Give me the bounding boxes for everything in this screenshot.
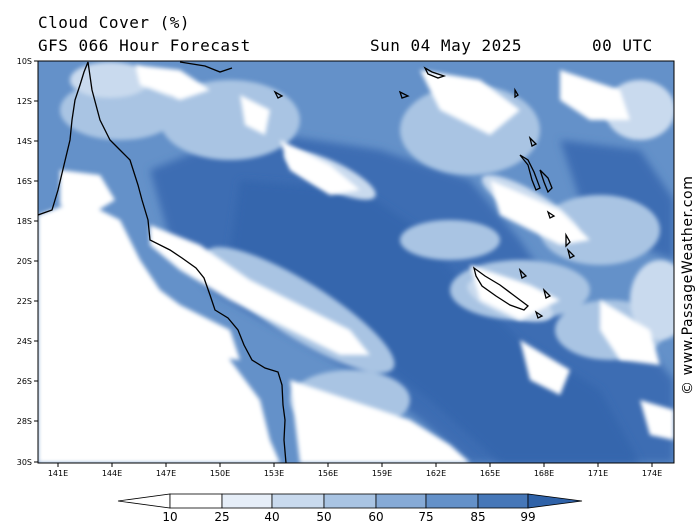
lat-label: 20S xyxy=(17,257,32,266)
tick-marks xyxy=(34,60,653,467)
lon-label: 147E xyxy=(156,469,176,478)
lat-label: 24S xyxy=(17,337,32,346)
colorbar-segment xyxy=(323,493,377,509)
colorbar-segment xyxy=(477,493,529,509)
forecast-time: 00 UTC xyxy=(592,36,653,55)
lat-label: 18S xyxy=(17,217,32,226)
lon-label: 168E xyxy=(534,469,554,478)
lat-label: 16S xyxy=(17,177,32,186)
lat-label: 14S xyxy=(17,137,32,146)
colorbar-tick: 50 xyxy=(316,510,331,524)
lon-label: 171E xyxy=(588,469,608,478)
colorbar-segment xyxy=(169,493,223,509)
colorbar-tick: 75 xyxy=(418,510,433,524)
colorbar-segment xyxy=(271,493,325,509)
copyright-watermark: © www.PassageWeather.com xyxy=(680,175,696,395)
colorbar-segment xyxy=(221,493,273,509)
coastline xyxy=(38,61,576,463)
lat-label: 26S xyxy=(17,377,32,386)
colorbar-left-arrow xyxy=(117,493,171,509)
colorbar-tick: 25 xyxy=(214,510,229,524)
forecast-label: GFS 066 Hour Forecast xyxy=(38,36,251,55)
lon-label: 153E xyxy=(264,469,284,478)
colorbar-tick: 60 xyxy=(368,510,383,524)
colorbar-segment xyxy=(425,493,479,509)
longitude-axis: 141E 144E 147E 150E 153E 156E 159E 162E … xyxy=(48,469,662,478)
lat-label: 28S xyxy=(17,417,32,426)
lon-label: 162E xyxy=(426,469,446,478)
lon-label: 165E xyxy=(480,469,500,478)
colorbar-tick: 10 xyxy=(162,510,177,524)
map-frame xyxy=(37,60,675,464)
chart-title: Cloud Cover (%) xyxy=(38,13,190,32)
lon-label: 174E xyxy=(642,469,662,478)
lon-label: 144E xyxy=(102,469,122,478)
lon-label: 156E xyxy=(318,469,338,478)
lat-label: 10S xyxy=(17,57,32,66)
latitude-axis: 10S 12S 14S 16S 18S 20S 22S 24S 26S 28S … xyxy=(17,57,32,467)
colorbar-right-arrow xyxy=(527,493,583,509)
colorbar-tick: 85 xyxy=(470,510,485,524)
lon-label: 150E xyxy=(210,469,230,478)
lon-label: 159E xyxy=(372,469,392,478)
lat-label: 22S xyxy=(17,297,32,306)
lon-label: 141E xyxy=(48,469,68,478)
colorbar-tick: 99 xyxy=(520,510,535,524)
lat-label: 30S xyxy=(17,458,32,467)
forecast-date: Sun 04 May 2025 xyxy=(370,36,522,55)
colorbar-tick: 40 xyxy=(264,510,279,524)
cloud-field xyxy=(38,61,674,463)
colorbar: 10 25 40 50 60 75 85 99 xyxy=(117,493,583,524)
lat-label: 12S xyxy=(17,97,32,106)
colorbar-segment xyxy=(375,493,427,509)
